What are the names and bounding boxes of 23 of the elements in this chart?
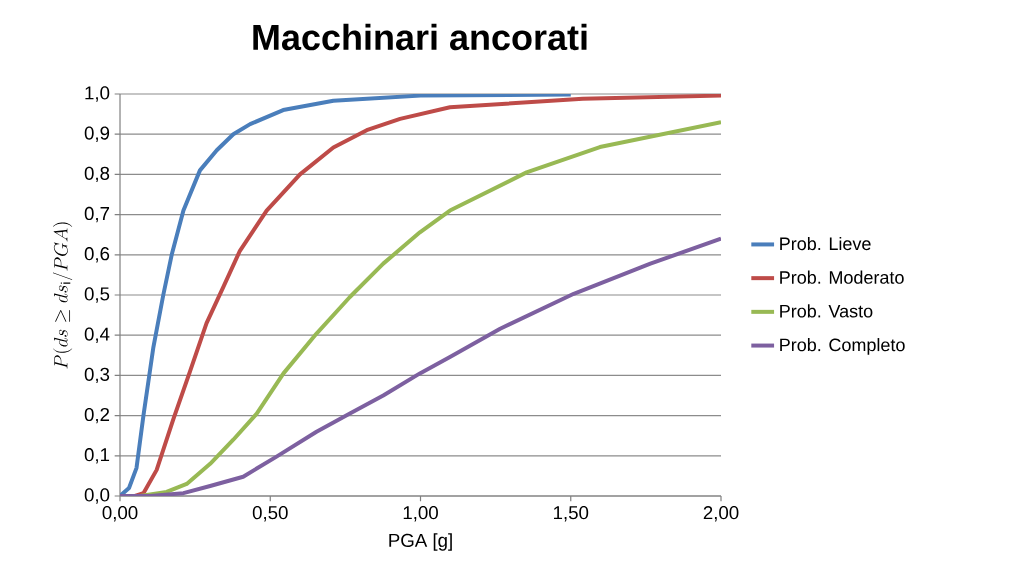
y-tick-label: 0,3 — [84, 367, 110, 384]
chart-title: Macchinari ancorati — [253, 23, 587, 51]
x-tick-label: 0,50 — [252, 506, 288, 522]
x-tick-label: 1,00 — [403, 506, 438, 522]
y-tick-label: 0,1 — [84, 448, 110, 464]
x-tick-label: 2,00 — [703, 506, 739, 522]
x-tick-label: 1,50 — [554, 506, 589, 522]
y-axis-title: $P(ds \geq ds_{\mathrm{i}}/PGA)$ — [53, 222, 73, 369]
y-tick-label: 0,8 — [84, 166, 110, 183]
y-tick-label: 0,7 — [84, 206, 110, 223]
y-tick-label: 0,0 — [84, 488, 110, 504]
legend-label: Prob. Moderato — [780, 270, 904, 284]
legend-label: Prob. Vasto — [780, 304, 873, 318]
x-axis-title: PGA [g] — [389, 533, 452, 551]
y-tick-label: 0,9 — [84, 126, 110, 142]
legend-label: Prob. Completo — [780, 338, 905, 355]
y-tick-label: 1,0 — [85, 86, 110, 102]
y-tick-label: 0,4 — [84, 327, 110, 343]
y-tick-label: 0,6 — [84, 247, 110, 263]
x-tick-label: 0,00 — [102, 506, 138, 522]
legend-label: Prob. Lieve — [780, 236, 871, 251]
y-tick-label: 0,5 — [84, 287, 110, 303]
y-tick-label: 0,2 — [84, 407, 110, 424]
